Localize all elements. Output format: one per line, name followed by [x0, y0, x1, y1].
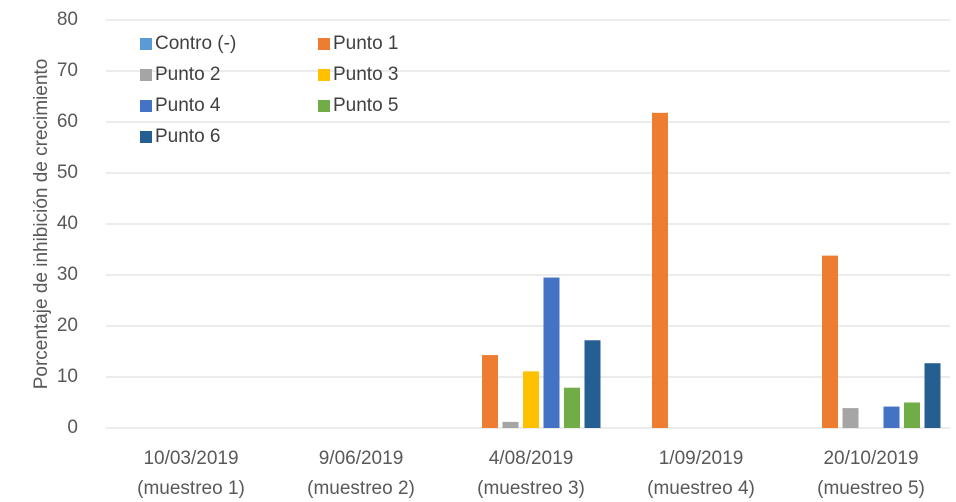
legend-swatch [140, 69, 152, 81]
bar [482, 355, 498, 428]
x-tick-label: (muestreo 3) [477, 478, 585, 499]
legend-swatch [140, 38, 152, 50]
x-tick-label: 9/06/2019 [319, 448, 404, 469]
legend-label: Punto 2 [155, 64, 221, 85]
bar [904, 402, 920, 428]
y-tick-label: 0 [67, 417, 78, 438]
y-tick-label: 10 [57, 366, 78, 387]
legend-swatch [318, 69, 330, 81]
bar [584, 340, 601, 428]
legend-label: Punto 4 [155, 95, 221, 116]
x-tick-label: (muestreo 4) [647, 478, 755, 499]
legend-label: Contro (-) [155, 33, 236, 54]
bar [502, 421, 519, 428]
y-tick-label: 50 [57, 162, 78, 183]
bar [883, 406, 900, 428]
x-tick-label: 10/03/2019 [143, 448, 238, 469]
x-tick-label: 20/10/2019 [823, 448, 918, 469]
bar [564, 387, 580, 428]
legend-label: Punto 3 [333, 64, 399, 85]
bar [924, 363, 941, 428]
y-tick-label: 30 [57, 264, 78, 285]
x-tick-label: (muestreo 2) [307, 478, 415, 499]
y-axis-label: Porcentaje de inhibición de crecimiento [31, 59, 52, 390]
legend-label: Punto 5 [333, 95, 399, 116]
legend-swatch [140, 100, 152, 112]
legend-swatch [140, 131, 152, 143]
legend: Contro (-) Punto 1 Punto 2 Punto 3 Punto 4 Pu… [140, 33, 399, 147]
x-tick-label: 4/08/2019 [489, 448, 574, 469]
legend-swatch [318, 38, 330, 50]
legend-swatch [318, 100, 330, 112]
x-tick-label: (muestreo 5) [817, 478, 925, 499]
bar [822, 255, 838, 428]
bar [842, 408, 859, 428]
bar [543, 277, 560, 428]
y-tick-label: 20 [57, 315, 78, 336]
legend-label: Punto 1 [333, 33, 399, 54]
bar [523, 371, 539, 428]
x-tick-label: 1/09/2019 [659, 448, 744, 469]
legend-label: Punto 6 [155, 126, 221, 147]
x-tick-label: (muestreo 1) [137, 478, 245, 499]
y-tick-label: 60 [57, 111, 78, 132]
bar [652, 112, 668, 428]
y-tick-label: 70 [57, 60, 78, 81]
y-tick-label: 40 [57, 213, 78, 234]
y-tick-label: 80 [57, 9, 78, 30]
